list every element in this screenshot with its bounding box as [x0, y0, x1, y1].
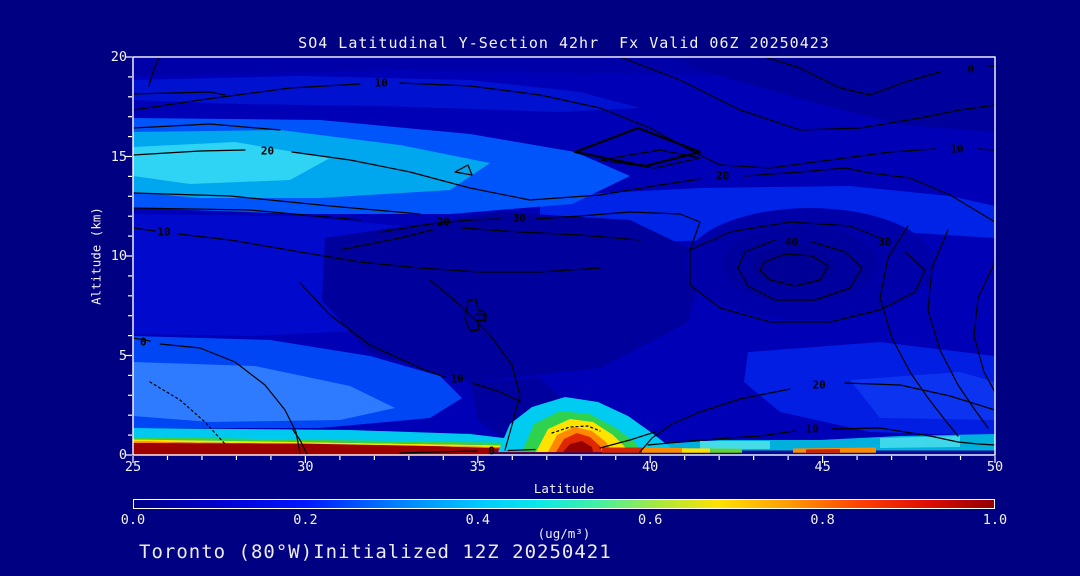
- colorbar-tick-label: 0.8: [810, 512, 835, 528]
- contour-lines: [133, 57, 995, 455]
- y-tick-label: 5: [118, 347, 127, 364]
- y-tick-label: 20: [110, 49, 127, 65]
- contour-line-label: 10: [157, 225, 171, 239]
- plot-frame: [132, 56, 996, 456]
- y-tick-label: 0: [118, 447, 127, 463]
- contour-line-label: 20: [715, 169, 730, 183]
- contour-line-label: 0: [140, 335, 147, 349]
- colorbar-tick-label: 0.6: [637, 512, 663, 528]
- contour-line-label: 20: [812, 378, 826, 392]
- contour-line-label: 0: [488, 444, 495, 458]
- colorbar-tick-label: 0.2: [293, 512, 318, 528]
- contour-line-label: 30: [878, 235, 892, 249]
- colorbar-units: (ug/m³): [537, 526, 591, 541]
- axis-ticks: [125, 56, 996, 463]
- colorbar-tick-label: 0.4: [465, 512, 490, 528]
- contour-line-label: 20: [436, 215, 450, 229]
- x-tick-label: 45: [814, 459, 831, 475]
- colorbar-tick-label: 0.0: [120, 512, 146, 528]
- contour-fill-field: [133, 57, 995, 455]
- contour-line-label: 20: [260, 144, 275, 158]
- colorbar-gradient: [133, 499, 995, 509]
- x-tick-label: 25: [124, 459, 142, 475]
- contour-line-label: 10: [450, 372, 464, 386]
- contour-line-label: 40: [784, 235, 799, 249]
- y-axis-title: Altitude (km): [88, 207, 104, 305]
- y-tick-label: 15: [110, 148, 127, 165]
- x-tick-label: 30: [297, 459, 314, 475]
- x-tick-label: 40: [642, 459, 659, 475]
- contour-line-label: 30: [512, 211, 526, 225]
- chart-title: SO4 Latitudinal Y-Section 42hr Fx Valid …: [298, 34, 830, 52]
- y-tick-label: 10: [110, 248, 127, 264]
- x-tick-label: 35: [469, 459, 486, 475]
- x-tick-label: 50: [986, 459, 1004, 475]
- x-axis-title: Latitude: [533, 481, 595, 496]
- init-caption: Toronto (80°W)Initialized 12Z 20250421: [139, 541, 612, 563]
- contour-line-label: 10: [950, 142, 964, 156]
- contour-line-label: 10: [374, 76, 388, 90]
- contour-line-label: 0: [967, 62, 975, 76]
- contour-line-label: 10: [805, 422, 819, 436]
- colorbar-tick-label: 1.0: [982, 512, 1008, 528]
- colorbar-tick-labels: 0.0 0.2 0.4 0.6 0.8 1.0: [0, 512, 1080, 528]
